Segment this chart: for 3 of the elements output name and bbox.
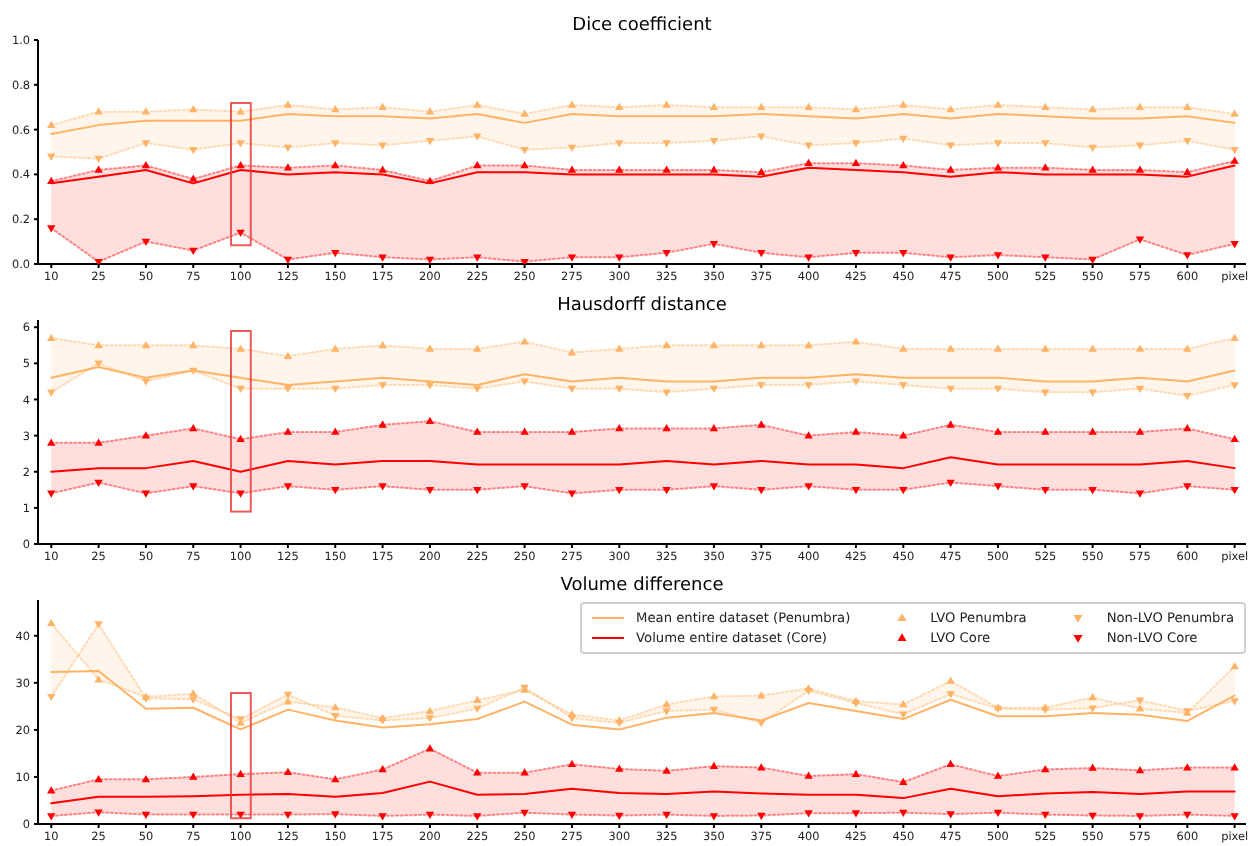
chart-title: Dice coefficient (570, 16, 714, 38)
chart-title: Volume difference (558, 576, 726, 598)
chart-title: Hausdorff distance (555, 296, 729, 318)
